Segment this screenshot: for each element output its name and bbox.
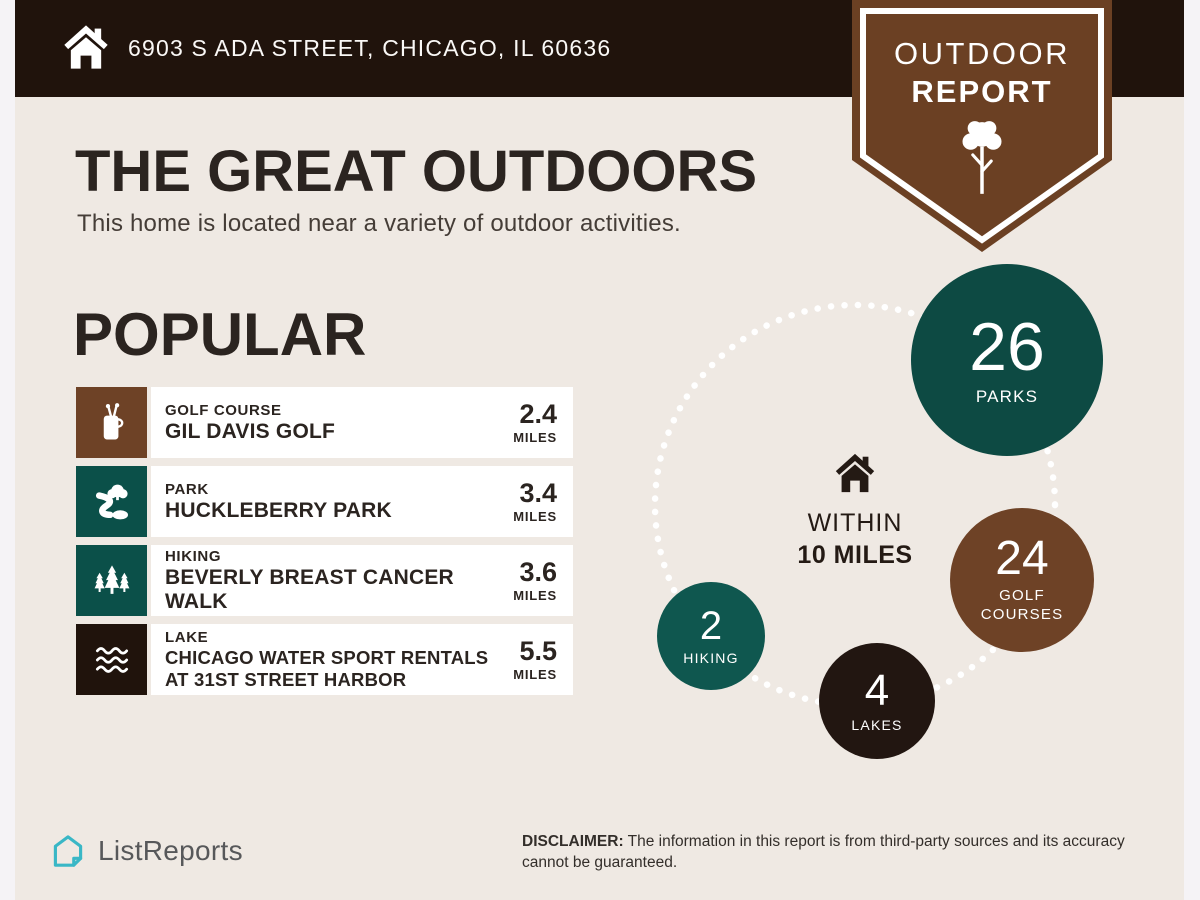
popular-list: GOLF COURSE GIL DAVIS GOLF 2.4 MILES (76, 387, 573, 703)
listreports-logo: ListReports (47, 830, 243, 872)
item-name: HUCKLEBERRY PARK (165, 498, 392, 522)
item-distance: 3.4 MILES (513, 477, 557, 524)
list-item-body: HIKING BEVERLY BREAST CANCER WALK 3.6 MI… (151, 545, 573, 616)
lakes-count-bubble: 4 LAKES (819, 643, 935, 759)
golf-courses-count: 24 (995, 532, 1049, 586)
hiking-tile (76, 545, 147, 616)
golf-bag-icon (103, 402, 123, 439)
badge-title-line2: REPORT (911, 74, 1053, 109)
list-item-body: PARK HUCKLEBERRY PARK 3.4 MILES (151, 466, 573, 537)
home-icon (835, 453, 875, 493)
outdoor-report-badge: OUTDOOR REPORT (852, 0, 1112, 252)
list-item-body: LAKE CHICAGO WATER SPORT RENTALS AT 31ST… (151, 624, 573, 695)
item-name: BEVERLY BREAST CANCER WALK (165, 565, 454, 613)
park-path-icon (95, 484, 128, 519)
item-distance: 5.5 MILES (513, 635, 557, 682)
golf-courses-label: GOLF COURSES (980, 587, 1064, 623)
lake-tile (76, 624, 147, 695)
lakes-label: LAKES (851, 717, 903, 733)
item-distance: 2.4 MILES (513, 398, 557, 445)
parks-count-bubble: 26 PARKS (911, 264, 1103, 456)
item-category: LAKE (165, 629, 209, 647)
property-address: 6903 S ADA STREET, CHICAGO, IL 60636 (128, 35, 612, 61)
within-text: WITHIN (807, 509, 903, 537)
item-distance: 3.6 MILES (513, 556, 557, 603)
hiking-label: HIKING (683, 650, 739, 666)
item-name: CHICAGO WATER SPORT RENTALS AT 31ST STRE… (165, 647, 489, 690)
list-item-golf-course: GOLF COURSE GIL DAVIS GOLF 2.4 MILES (76, 387, 573, 458)
tree-icon (962, 121, 1002, 194)
park-tile (76, 466, 147, 537)
item-category: PARK (165, 480, 209, 498)
pine-trees-icon (94, 564, 129, 594)
dotted-radius-ring (651, 301, 1059, 709)
list-item-body: GOLF COURSE GIL DAVIS GOLF 2.4 MILES (151, 387, 573, 458)
parks-count: 26 (969, 309, 1045, 385)
lakes-count: 4 (864, 666, 890, 715)
golf-courses-count-bubble: 24 GOLF COURSES (950, 508, 1094, 652)
item-category: GOLF COURSE (165, 401, 282, 419)
home-icon (64, 25, 108, 69)
waves-icon (95, 646, 128, 673)
listreports-house-icon (53, 835, 83, 867)
listreports-wordmark: ListReports (98, 835, 243, 866)
popular-heading: POPULAR (73, 301, 367, 368)
parks-label: PARKS (975, 387, 1039, 406)
disclaimer-text: DISCLAIMER: The information in this repo… (522, 833, 1125, 872)
disclaimer-label: DISCLAIMER: (522, 833, 624, 850)
golf-tile (76, 387, 147, 458)
page-subtitle: This home is located near a variety of o… (77, 210, 681, 237)
list-item-lake: LAKE CHICAGO WATER SPORT RENTALS AT 31ST… (76, 624, 573, 695)
radius-text: 10 MILES (797, 541, 913, 569)
item-category: HIKING (165, 547, 222, 565)
badge-title-line1: OUTDOOR (894, 36, 1070, 71)
list-item-park: PARK HUCKLEBERRY PARK 3.4 MILES (76, 466, 573, 537)
item-name: GIL DAVIS GOLF (165, 419, 336, 443)
hiking-count-bubble: 2 HIKING (657, 582, 765, 690)
within-radius-label: WITHIN 10 MILES (755, 450, 955, 570)
page-title: THE GREAT OUTDOORS (75, 139, 758, 204)
hiking-count: 2 (699, 604, 723, 648)
list-item-hiking: HIKING BEVERLY BREAST CANCER WALK 3.6 MI… (76, 545, 573, 616)
